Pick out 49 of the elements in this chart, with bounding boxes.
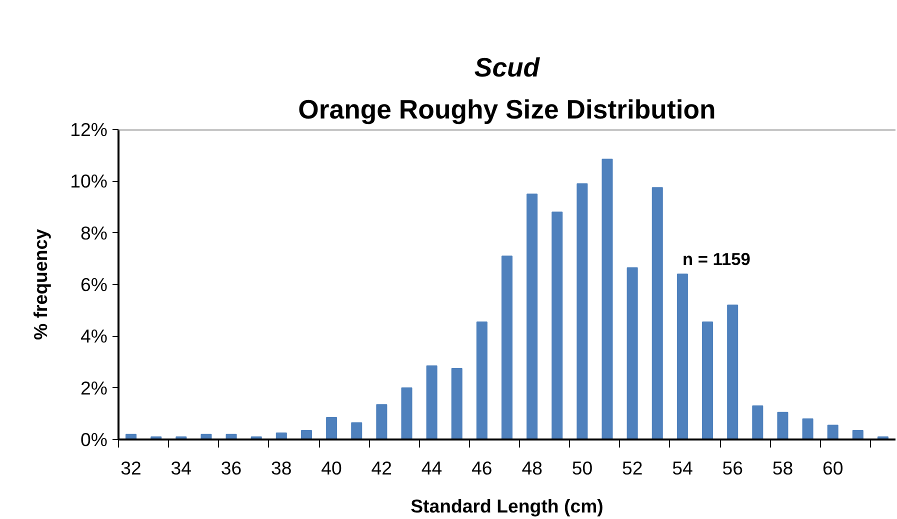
y-axis-title: % frequency [30,228,52,340]
x-axis-title: Standard Length (cm) [410,496,604,516]
chart-title: Scud [474,52,540,82]
bar [827,424,838,440]
bar [702,321,714,440]
y-tick-label: 10% [70,170,108,192]
x-tick-label: 54 [672,458,693,478]
bar [426,365,438,440]
y-tick-label: 8% [80,222,108,244]
x-tick-label: 34 [170,458,192,478]
x-tick-label: 56 [722,458,743,478]
bar [652,187,663,440]
x-tick-label: 40 [321,458,342,478]
bar [552,212,563,440]
x-tick-label: 42 [371,458,392,478]
bar [676,274,688,440]
x-tick-label: 36 [220,458,242,478]
x-tick-label: 46 [472,458,492,478]
bar [626,267,638,440]
bar [401,387,412,440]
x-tick-label: 48 [522,458,542,478]
bar [602,158,613,440]
y-tick-label: 4% [80,326,108,347]
bar [326,417,338,440]
bar [576,183,588,440]
bar [351,422,362,440]
bar [727,304,738,440]
bar [526,194,538,440]
chart-subtitle: Orange Roughy Size Distribution [298,94,716,124]
bar [752,405,764,440]
bar [802,418,814,440]
bar [777,412,788,440]
bar [300,430,312,440]
bar [501,256,513,440]
y-tick-label: 6% [80,274,108,295]
annotation: n = 1159 [682,249,750,269]
x-tick-label: 50 [572,458,593,478]
y-tick-label: 2% [80,377,108,398]
x-tick-label: 38 [271,458,292,478]
bar [476,321,488,440]
x-tick-label: 58 [772,458,794,478]
x-tick-label: 52 [622,458,643,478]
y-tick-label: 12% [70,119,108,140]
x-tick-label: 32 [120,458,142,478]
x-tick-label: 60 [822,458,844,478]
bar [376,404,388,440]
y-tick-label: 0% [80,429,108,450]
bar [451,368,462,440]
x-tick-label: 44 [421,458,442,478]
